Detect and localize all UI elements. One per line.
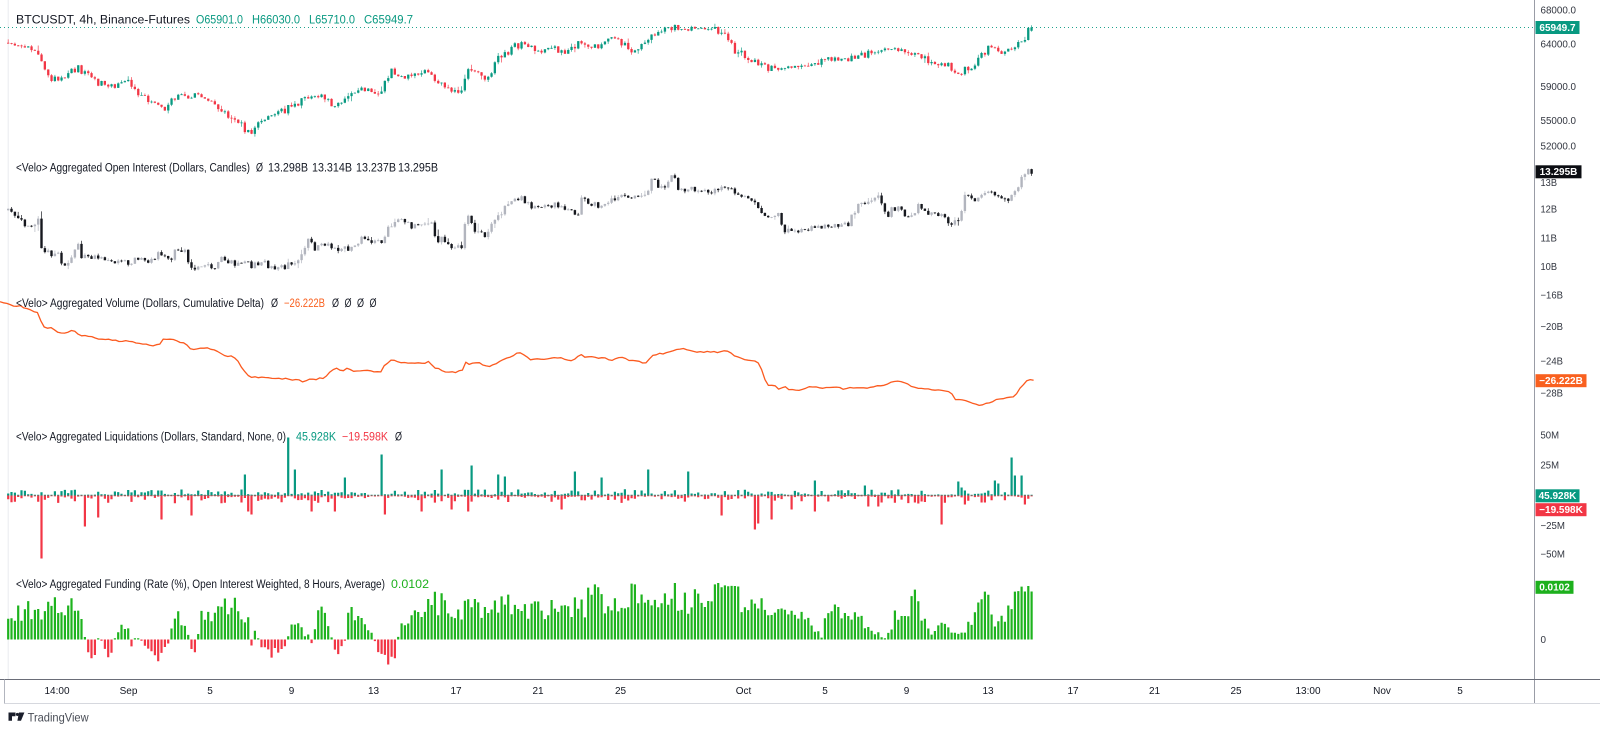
svg-text:11B: 11B (1541, 234, 1558, 245)
svg-text:Nov: Nov (1373, 686, 1391, 697)
svg-text:C65949.7: C65949.7 (364, 15, 413, 27)
svg-text:Ø: Ø (332, 298, 339, 310)
svg-text:64000.0: 64000.0 (1541, 40, 1577, 51)
svg-text:Ø: Ø (395, 431, 402, 443)
svg-text:0.0102: 0.0102 (1539, 583, 1570, 594)
svg-text:13.298B: 13.298B (268, 162, 308, 174)
svg-text:5: 5 (822, 686, 828, 697)
svg-text:13: 13 (368, 686, 380, 697)
svg-text:52000.0: 52000.0 (1541, 142, 1577, 153)
svg-text:0: 0 (1541, 635, 1547, 646)
svg-text:−28B: −28B (1541, 389, 1564, 400)
svg-text:10B: 10B (1541, 262, 1558, 273)
svg-text:<Velo> Aggregated Open Interes: <Velo> Aggregated Open Interest (Dollars… (16, 162, 250, 174)
svg-text:55000.0: 55000.0 (1541, 116, 1577, 127)
svg-text:5: 5 (1457, 686, 1463, 697)
svg-text:−20B: −20B (1541, 322, 1564, 333)
svg-text:25M: 25M (1541, 461, 1560, 472)
svg-text:−19.598K: −19.598K (1539, 505, 1583, 516)
svg-text:−50M: −50M (1541, 550, 1566, 561)
svg-text:9: 9 (289, 686, 295, 697)
svg-text:65949.7: 65949.7 (1539, 23, 1576, 34)
svg-text:13.314B: 13.314B (312, 162, 352, 174)
svg-text:Ø: Ø (357, 298, 364, 310)
svg-text:9: 9 (904, 686, 910, 697)
svg-text:17: 17 (1067, 686, 1079, 697)
svg-text:L65710.0: L65710.0 (309, 15, 355, 27)
svg-text:<Velo> Aggregated Funding (Rat: <Velo> Aggregated Funding (Rate (%), Ope… (16, 579, 385, 591)
svg-text:−26.222B: −26.222B (1539, 376, 1583, 387)
svg-text:Oct: Oct (736, 686, 752, 697)
svg-text:−19.598K: −19.598K (342, 431, 388, 443)
svg-text:−25M: −25M (1541, 521, 1566, 532)
svg-text:0.0102: 0.0102 (391, 579, 429, 591)
svg-text:Ø: Ø (345, 298, 352, 310)
svg-text:Ø: Ø (370, 298, 377, 310)
svg-text:−16B: −16B (1541, 291, 1564, 302)
svg-text:<Velo> Aggregated Volume (Doll: <Velo> Aggregated Volume (Dollars, Cumul… (16, 298, 264, 310)
svg-text:Ø: Ø (256, 162, 263, 174)
svg-text:5: 5 (207, 686, 213, 697)
svg-text:50M: 50M (1541, 431, 1560, 442)
svg-text:Ø: Ø (271, 298, 278, 310)
svg-text:13:00: 13:00 (1295, 686, 1320, 697)
svg-text:68000.0: 68000.0 (1541, 6, 1577, 17)
svg-text:13.237B: 13.237B (356, 162, 396, 174)
svg-text:12B: 12B (1541, 205, 1558, 216)
svg-text:O65901.0: O65901.0 (196, 15, 243, 27)
svg-text:45.928K: 45.928K (296, 431, 336, 443)
svg-text:59000.0: 59000.0 (1541, 82, 1577, 93)
svg-text:13.295B: 13.295B (398, 162, 438, 174)
svg-text:25: 25 (615, 686, 627, 697)
svg-text:Sep: Sep (120, 686, 138, 697)
svg-text:−24B: −24B (1541, 357, 1564, 368)
svg-text:13.295B: 13.295B (1540, 167, 1578, 178)
svg-text:<Velo> Aggregated Liquidations: <Velo> Aggregated Liquidations (Dollars,… (16, 431, 286, 443)
svg-text:14:00: 14:00 (44, 686, 69, 697)
svg-text:BTCUSDT, 4h, Binance-Futures: BTCUSDT, 4h, Binance-Futures (16, 15, 190, 27)
svg-text:13: 13 (982, 686, 994, 697)
svg-text:TradingView: TradingView (28, 710, 89, 724)
svg-text:21: 21 (532, 686, 544, 697)
svg-text:45.928K: 45.928K (1539, 491, 1578, 502)
svg-text:25: 25 (1230, 686, 1242, 697)
svg-text:17: 17 (450, 686, 462, 697)
svg-text:H66030.0: H66030.0 (252, 15, 300, 27)
svg-text:13B: 13B (1541, 178, 1558, 189)
svg-text:21: 21 (1149, 686, 1161, 697)
svg-text:−26.222B: −26.222B (284, 298, 325, 310)
